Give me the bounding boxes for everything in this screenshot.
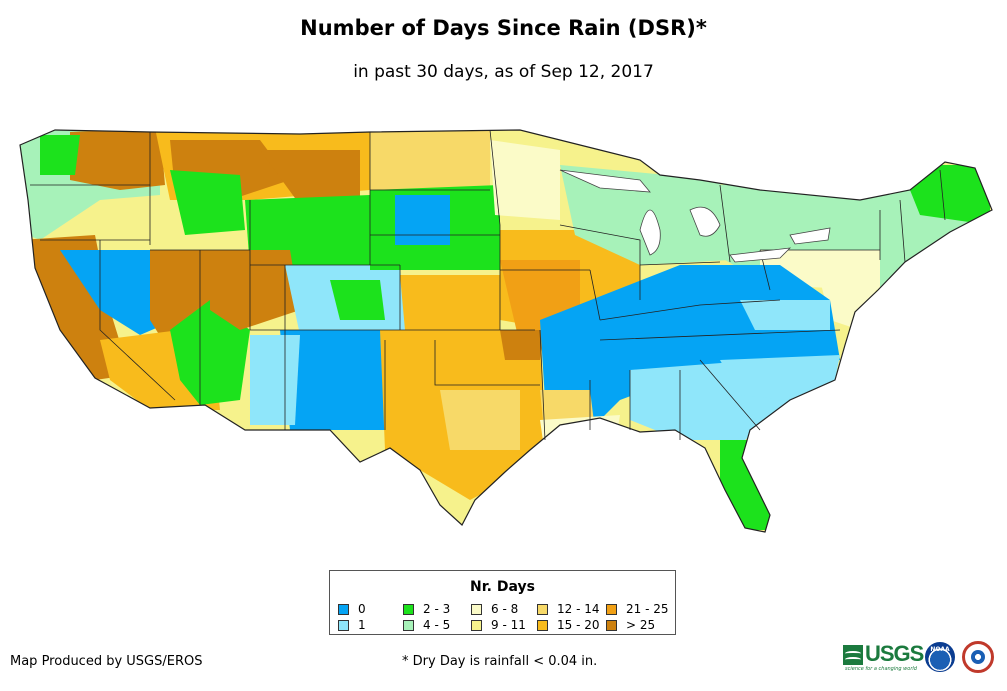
legend-item-6: 12 - 14 (537, 602, 600, 616)
legend-label-9: > 25 (626, 618, 656, 632)
noaa-logo-text: NOAA (930, 646, 950, 653)
us-outline (19, 129, 993, 533)
legend-item-5: 9 - 11 (471, 618, 526, 632)
legend-label-6: 12 - 14 (557, 602, 600, 616)
legend-item-7: 15 - 20 (537, 618, 600, 632)
legend-swatch-2 (403, 603, 414, 615)
legend-swatch-0 (338, 603, 349, 615)
legend-swatch-4 (471, 603, 482, 615)
nws-logo-icon (962, 641, 994, 673)
map-subtitle: in past 30 days, as of Sep 12, 2017 (353, 62, 654, 82)
legend-item-9: > 25 (606, 618, 655, 632)
legend-swatch-9 (606, 619, 617, 631)
legend: Nr. Days 0 1 2 - 3 4 - 5 6 - 8 9 - 11 12… (329, 570, 676, 635)
noaa-logo: NOAA (925, 642, 955, 672)
legend-label-7: 15 - 20 (557, 618, 600, 632)
legend-label-3: 4 - 5 (423, 618, 451, 632)
legend-swatch-7 (537, 619, 548, 631)
legend-item-2: 2 - 3 (403, 602, 450, 616)
usgs-wave-icon (843, 645, 863, 665)
great-lakes (559, 169, 831, 263)
legend-swatch-1 (338, 619, 349, 631)
legend-swatch-5 (471, 619, 482, 631)
legend-swatch-8 (606, 603, 617, 615)
state-boundaries (30, 129, 946, 441)
legend-label-4: 6 - 8 (491, 602, 519, 616)
credit-text: Map Produced by USGS/EROS (10, 654, 203, 669)
legend-label-8: 21 - 25 (626, 602, 669, 616)
legend-swatch-3 (403, 619, 414, 631)
legend-label-5: 9 - 11 (491, 618, 526, 632)
legend-swatch-6 (537, 603, 548, 615)
dsr-map (19, 129, 993, 533)
legend-item-1: 1 (338, 618, 366, 632)
map-title: Number of Days Since Rain (DSR)* (300, 16, 707, 40)
footnote-text: * Dry Day is rainfall < 0.04 in. (402, 654, 598, 669)
usgs-logo-text: USGS (865, 641, 924, 666)
legend-item-3: 4 - 5 (403, 618, 450, 632)
legend-title: Nr. Days (470, 579, 535, 595)
usgs-tagline: science for a changing world (845, 666, 917, 672)
legend-label-2: 2 - 3 (423, 602, 451, 616)
usgs-logo: USGS science for a changing world (843, 641, 924, 672)
legend-label-1: 1 (358, 618, 366, 632)
legend-item-4: 6 - 8 (471, 602, 518, 616)
legend-label-0: 0 (358, 602, 366, 616)
legend-item-0: 0 (338, 602, 366, 616)
legend-item-8: 21 - 25 (606, 602, 669, 616)
